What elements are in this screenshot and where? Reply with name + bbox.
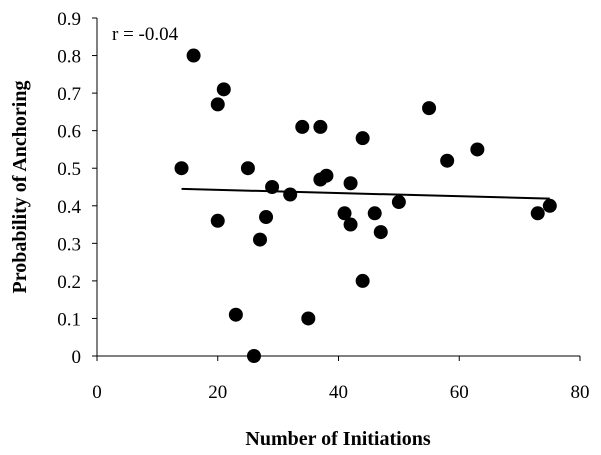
data-point xyxy=(367,206,382,221)
y-axis-ticks: 0 0.1 0.2 0.3 0.4 0.5 0.6 0.7 0.8 0.9 xyxy=(57,9,97,368)
data-point xyxy=(440,153,455,168)
x-tick-label: 20 xyxy=(208,382,227,403)
data-point xyxy=(337,206,352,221)
correlation-annotation: r = -0.04 xyxy=(112,24,179,45)
data-point xyxy=(542,198,557,213)
data-point xyxy=(343,217,358,232)
data-point xyxy=(216,82,231,97)
data-point xyxy=(422,101,437,116)
data-point xyxy=(355,273,370,288)
data-point xyxy=(391,195,406,210)
y-tick-label: 0.8 xyxy=(57,47,81,68)
data-point xyxy=(343,176,358,191)
y-tick-label: 0.9 xyxy=(57,9,81,30)
trendline xyxy=(181,187,550,200)
data-point xyxy=(470,142,485,157)
x-tick-label: 80 xyxy=(571,382,590,403)
data-point xyxy=(186,48,201,63)
y-tick-label: 0.1 xyxy=(57,309,81,330)
data-point xyxy=(174,161,189,176)
data-point xyxy=(265,180,280,194)
data-point xyxy=(210,213,225,228)
data-point xyxy=(373,225,388,240)
data-point xyxy=(295,119,310,134)
plot-area: 0 0.1 0.2 0.3 0.4 0.5 0.6 0.7 0.8 0.9 0 20 40 60 80 xyxy=(57,9,589,403)
y-tick-label: 0.4 xyxy=(57,197,81,218)
x-axis-ticks: 0 20 40 60 80 xyxy=(92,356,590,403)
x-tick-label: 40 xyxy=(329,382,348,403)
data-point xyxy=(253,232,268,247)
y-tick-label: 0 xyxy=(72,347,82,368)
data-point xyxy=(259,210,274,225)
y-tick-label: 0.7 xyxy=(57,84,81,105)
data-point xyxy=(246,349,261,363)
y-tick-label: 0.2 xyxy=(57,272,81,293)
y-tick-label: 0.3 xyxy=(57,234,81,255)
y-axis-title: Probability of Anchoring xyxy=(9,81,31,294)
x-tick-label: 60 xyxy=(450,382,469,403)
data-point xyxy=(355,131,370,146)
x-axis-title: Number of Initiations xyxy=(245,428,430,450)
data-points xyxy=(174,48,557,363)
data-point xyxy=(240,161,255,176)
data-point xyxy=(301,311,316,326)
data-point xyxy=(313,119,328,134)
data-point xyxy=(283,187,298,202)
data-point xyxy=(228,307,243,322)
data-point xyxy=(530,206,545,221)
x-tick-label: 0 xyxy=(92,382,102,403)
y-tick-label: 0.5 xyxy=(57,159,81,180)
data-point xyxy=(210,97,225,112)
data-point xyxy=(319,168,334,183)
y-tick-label: 0.6 xyxy=(57,122,81,143)
